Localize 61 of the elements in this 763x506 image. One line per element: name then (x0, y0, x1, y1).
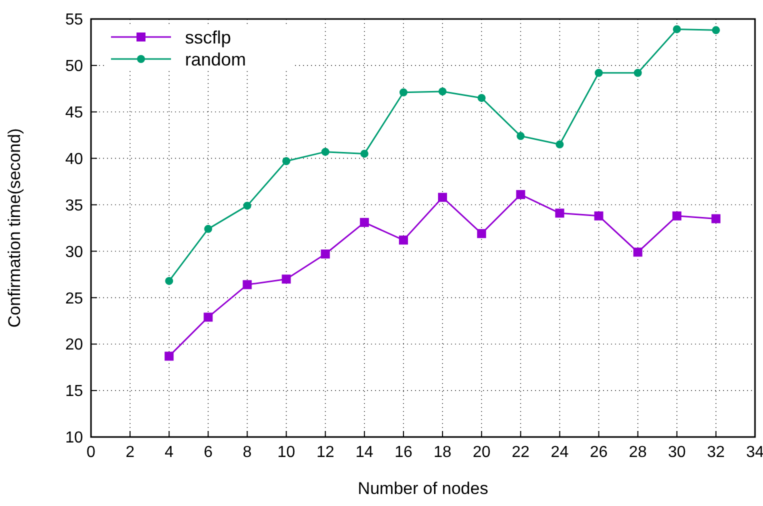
point (242, 280, 252, 290)
point (204, 224, 212, 233)
x-tick-label: 20 (472, 444, 491, 461)
point (204, 312, 213, 322)
point (321, 148, 330, 156)
y-tick-label: 45 (65, 104, 84, 122)
point (555, 208, 564, 218)
point (672, 25, 681, 34)
y-tick-label: 50 (65, 58, 84, 76)
point (398, 236, 408, 245)
point (438, 192, 448, 202)
x-tick-label: 22 (512, 444, 530, 461)
legend-label: sscflp (185, 27, 232, 48)
y-tick-label: 25 (65, 290, 84, 308)
x-tick-label: 18 (434, 444, 452, 461)
y-tick-label: 10 (65, 430, 84, 447)
x-axis-title: Number of nodes (358, 479, 488, 498)
y-tick-label: 55 (65, 12, 84, 29)
point (711, 214, 720, 224)
x-tick-label: 8 (242, 444, 252, 461)
x-tick-label: 10 (277, 444, 296, 461)
point (360, 218, 369, 227)
point (165, 276, 174, 285)
point (360, 150, 368, 158)
y-tick-label: 20 (65, 336, 84, 354)
point (672, 211, 682, 220)
x-tick-label: 24 (550, 444, 569, 461)
y-tick-label: 15 (65, 383, 84, 400)
x-tick-label: 12 (316, 444, 334, 461)
point (516, 132, 525, 140)
x-tick-label: 14 (356, 444, 374, 461)
point (438, 87, 447, 96)
point (594, 68, 603, 77)
y-tick-label: 30 (65, 244, 84, 261)
y-tick-label: 35 (65, 197, 84, 214)
point (634, 68, 642, 77)
point (477, 229, 486, 238)
point (478, 94, 486, 102)
x-tick-label: 6 (204, 444, 213, 461)
x-tick-label: 2 (126, 444, 135, 461)
x-tick-label: 0 (86, 444, 96, 461)
point (556, 140, 564, 148)
point (320, 250, 330, 259)
point (399, 88, 408, 96)
x-tick-label: 32 (707, 444, 725, 461)
y-axis-title: Confirmation time(second) (5, 128, 24, 328)
y-tick-label: 40 (65, 150, 84, 168)
point (594, 211, 604, 220)
legend-label: random (185, 49, 246, 70)
point (282, 274, 291, 284)
point (633, 248, 642, 257)
point (243, 202, 252, 210)
x-tick-label: 4 (164, 444, 174, 461)
point (164, 352, 174, 361)
x-tick-label: 30 (668, 444, 686, 461)
x-tick-label: 28 (628, 444, 647, 461)
point (712, 26, 720, 34)
point (516, 190, 526, 200)
x-tick-label: 16 (394, 444, 412, 461)
point (282, 157, 290, 166)
x-tick-label: 26 (590, 444, 608, 461)
